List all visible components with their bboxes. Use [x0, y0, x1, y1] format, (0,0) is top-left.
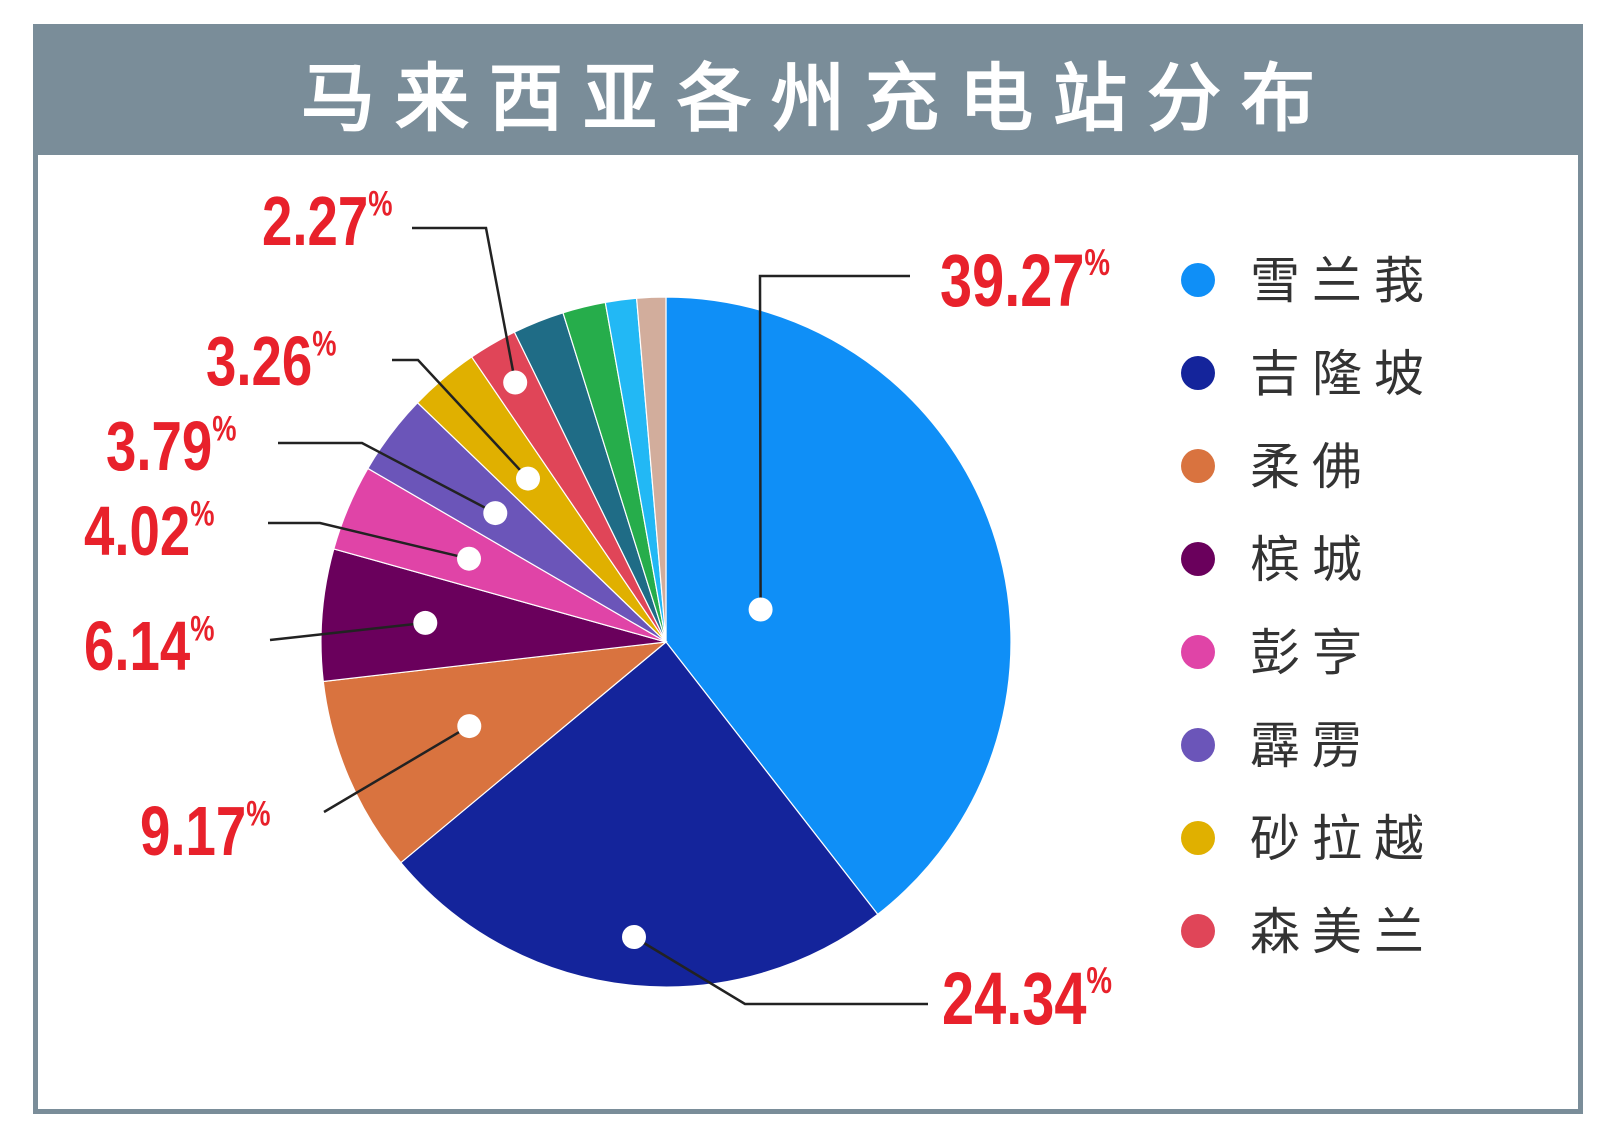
- pie-slice-other-11: [635, 296, 667, 643]
- chart-title: 马来西亚各州充电站分布: [301, 55, 1335, 142]
- percent-label: 3.79%: [106, 408, 237, 486]
- leader-line: [633, 935, 928, 1006]
- legend-marker: [1181, 914, 1215, 948]
- pie-slice-柔佛: [322, 641, 668, 864]
- percent-label: 2.27%: [262, 183, 393, 261]
- percent-label: 24.34%: [942, 958, 1112, 1041]
- legend-label: 霹雳: [1250, 717, 1374, 775]
- label-dot: [622, 925, 646, 949]
- label-dot: [457, 546, 481, 571]
- leader-line: [278, 441, 496, 515]
- percent-label: 4.02%: [84, 493, 215, 571]
- leader-line: [268, 521, 470, 560]
- legend-label: 雪兰莪: [1250, 252, 1436, 310]
- legend-label: 森美兰: [1250, 903, 1436, 961]
- label-dot: [457, 714, 482, 739]
- percent-labels: 39.27% 24.34% 9.17% 6.14% 4.02%3.79%3.26% 2.2…: [84, 183, 1112, 1041]
- label-dots: [413, 370, 773, 949]
- legend-marker: [1181, 821, 1215, 855]
- percent-label: 6.14%: [84, 608, 215, 686]
- leader-line: [269, 621, 426, 642]
- label-dot: [516, 466, 540, 491]
- percent-label: 3.26%: [206, 323, 337, 401]
- leader-line: [412, 226, 517, 383]
- leader-line: [758, 274, 910, 610]
- legend-label: 砂拉越: [1250, 810, 1436, 868]
- legend-marker: [1181, 356, 1215, 390]
- legend-marker: [1181, 635, 1215, 669]
- legend-label: 彭亨: [1250, 624, 1374, 682]
- label-dot: [748, 597, 773, 622]
- leader-line: [323, 725, 470, 814]
- legend-marker: [1181, 542, 1215, 576]
- legend-label: 槟城: [1250, 531, 1374, 589]
- pie-slice-雪兰莪: [665, 296, 1012, 916]
- title-bar: 马来西亚各州充电站分布: [38, 29, 1578, 155]
- label-dot: [483, 501, 508, 526]
- leader-lines: [268, 226, 928, 1006]
- legend-marker: [1181, 728, 1215, 762]
- pie-slice-吉隆坡: [399, 641, 879, 988]
- percent-label: 9.17%: [140, 793, 271, 871]
- pie-slice-槟城: [320, 548, 667, 683]
- pie-slices: [320, 296, 1012, 988]
- label-dot: [413, 610, 438, 635]
- legend-marker: [1181, 263, 1215, 297]
- label-dot: [503, 370, 528, 395]
- legend-label: 吉隆坡: [1250, 345, 1436, 403]
- percent-label: 39.27%: [940, 240, 1110, 323]
- legend-label: 柔佛: [1250, 438, 1374, 496]
- leader-line: [392, 358, 529, 480]
- legend-marker: [1181, 449, 1215, 483]
